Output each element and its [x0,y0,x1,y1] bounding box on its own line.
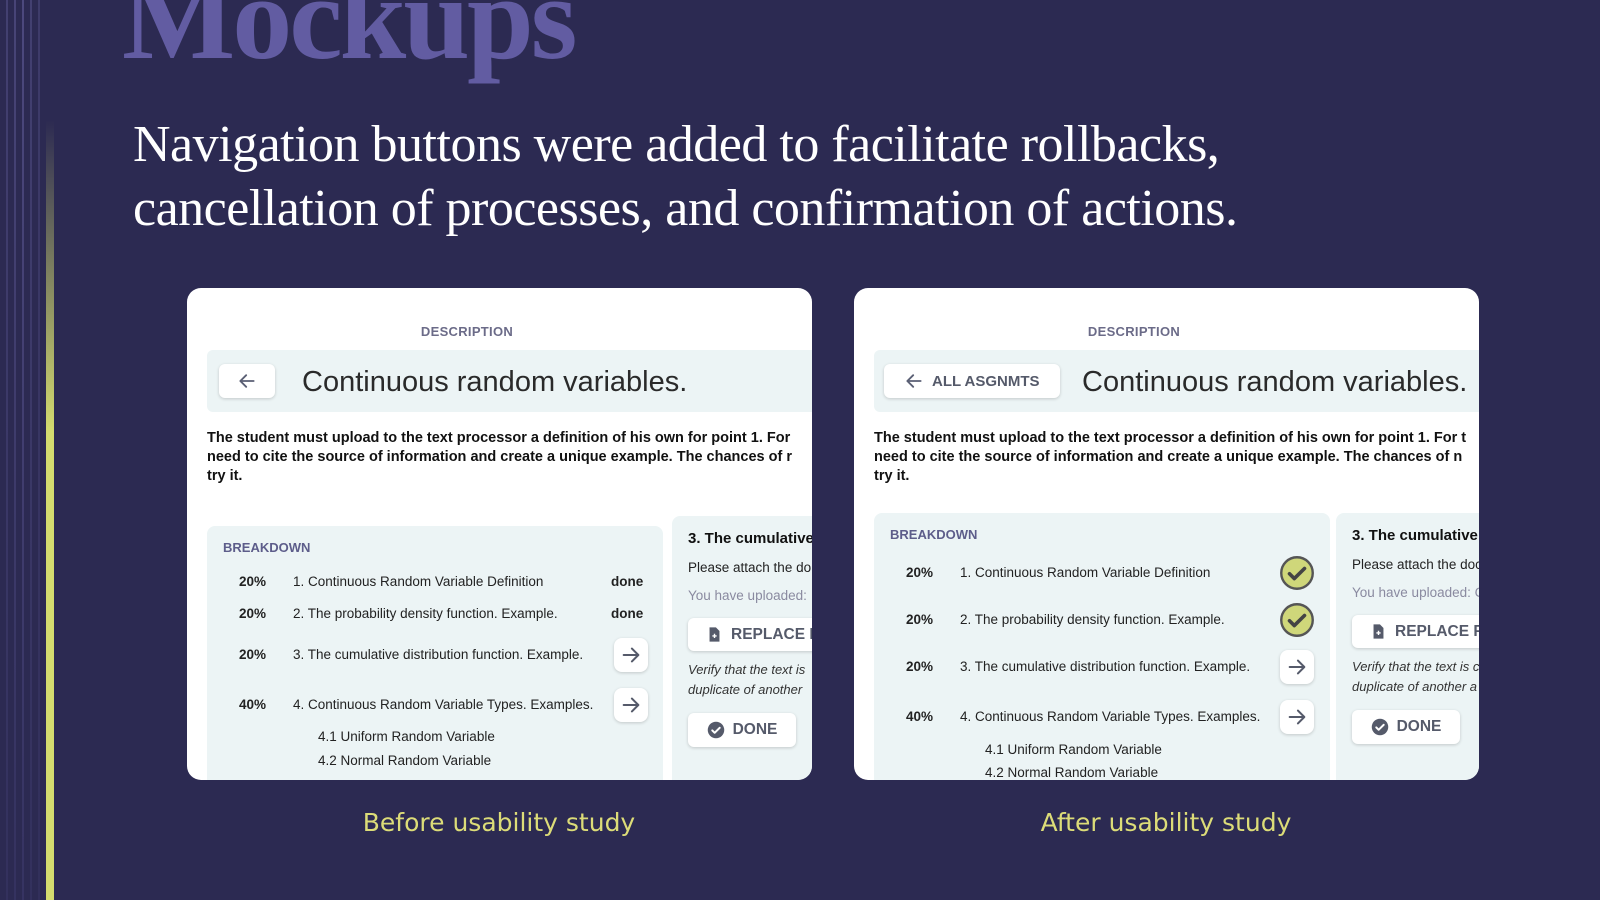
item-text: 4. Continuous Random Variable Types. Exa… [293,697,594,712]
item-state: done [611,606,644,621]
breakdown-label: BREAKDOWN [890,527,978,542]
panel-line: Please attach the do [688,560,812,575]
check-icon [1280,556,1314,590]
replace-button-label: REPLACE FI [1395,622,1479,640]
item-check [1279,555,1315,596]
side-panel: 3. The cumulative Please attach the doc Yo… [1336,513,1479,780]
caption: Before usability study [362,808,636,837]
subtitle: Navigation buttons were added to facilit… [133,113,1238,241]
mockup-card: DESCRIPTION ALL ASGNMTS Continuous random … [854,288,1479,780]
item-percent: 20% [239,647,267,662]
panel-title: 3. The cumulative [688,530,812,547]
item-state: done [611,574,644,589]
description-label: DESCRIPTION [1087,324,1181,339]
description-line: The student must upload to the text proc… [874,430,1467,446]
check-icon [1280,603,1314,637]
back-icon [906,374,922,388]
file-icon [709,627,720,642]
side-panel: 3. The cumulative Please attach the do You… [672,516,812,780]
description-line: try it. [207,468,243,484]
item-percent: 20% [906,612,934,627]
panel-note: Verify that the text is [688,662,806,677]
caption: After usability study [1040,808,1292,837]
item-arrow-button[interactable] [1280,650,1314,684]
replace-button[interactable]: REPLACE FI [1352,615,1479,648]
item-text: 3. The cumulative distribution function.… [960,659,1251,674]
subitem: 4.2 Normal Random Variable [985,765,1159,780]
back-button-label: ALL ASGNMTS [932,372,1040,390]
arrow-icon [622,697,640,713]
back-button[interactable] [219,364,275,398]
mockup-card: DESCRIPTION Continuous random variables. T… [187,288,812,780]
back-button[interactable]: ALL ASGNMTS [884,364,1060,398]
description-line: try it. [874,468,910,484]
panel-note: Verify that the text is c [1352,659,1479,674]
subitem: 4.2 Normal Random Variable [318,753,492,768]
decor-stripe [14,0,16,900]
done-button-label: DONE [1396,718,1442,735]
breakdown: BREAKDOWN 20% 1. Continuous Random Variabl… [207,526,663,780]
item-arrow-button[interactable] [614,688,648,722]
decor-stripe [6,0,8,900]
item-percent: 20% [239,574,267,589]
description-line: need to cite the source of information a… [207,449,792,465]
panel-line: Please attach the doc [1352,557,1479,572]
assignment-title: Continuous random variables. [1082,366,1468,398]
item-text: 1. Continuous Random Variable Definition [960,565,1211,580]
arrow-icon [622,647,640,663]
panel-note: duplicate of another [688,682,803,697]
panel-line: You have uploaded: C [1352,585,1479,600]
item-text: 2. The probability density function. Exa… [960,612,1225,627]
header-bar [207,350,812,412]
arrow-icon [1288,659,1306,675]
item-check [1279,602,1315,643]
panel-note: duplicate of another a [1352,679,1478,694]
item-percent: 40% [906,709,934,724]
decor-stripe [30,0,32,900]
slide-title: Mockups [122,0,577,84]
item-arrow-button[interactable] [614,638,648,672]
item-percent: 20% [906,565,934,580]
description-label: DESCRIPTION [420,324,514,339]
item-text: 1. Continuous Random Variable Definition [293,574,544,589]
tick-icon [707,721,724,739]
replace-button[interactable]: REPLACE F [688,618,812,651]
done-button[interactable]: DONE [1352,710,1460,744]
decor-stripe [38,0,40,900]
replace-button-label: REPLACE F [731,625,812,643]
item-text: 2. The probability density function. Exa… [293,606,558,621]
accent-line [46,120,54,900]
tick-icon [1371,718,1388,736]
breakdown: BREAKDOWN 20% 1. Continuous Random Variabl… [874,513,1330,780]
description-line: The student must upload to the text proc… [207,430,791,446]
done-button-label: DONE [732,721,778,738]
breakdown-label: BREAKDOWN [223,540,311,555]
back-icon [239,374,255,388]
subtitle-line: Navigation buttons were added to facilit… [133,116,1220,173]
decor-stripe [22,0,24,900]
item-arrow-button[interactable] [1280,700,1314,734]
arrow-icon [1288,709,1306,725]
subtitle-line: cancellation of processes, and confirmat… [133,180,1238,237]
item-percent: 20% [239,606,267,621]
done-button[interactable]: DONE [688,713,796,747]
description-line: need to cite the source of information a… [874,449,1463,465]
panel-line: You have uploaded: [688,588,807,603]
item-percent: 20% [906,659,934,674]
assignment-title: Continuous random variables. [302,366,688,398]
subitem: 4.1 Uniform Random Variable [318,729,495,744]
file-icon [1373,624,1384,639]
item-text: 4. Continuous Random Variable Types. Exa… [960,709,1261,724]
item-percent: 40% [239,697,267,712]
subitem: 4.1 Uniform Random Variable [985,742,1162,757]
item-text: 3. The cumulative distribution function.… [293,647,584,662]
panel-title: 3. The cumulative [1352,527,1478,544]
